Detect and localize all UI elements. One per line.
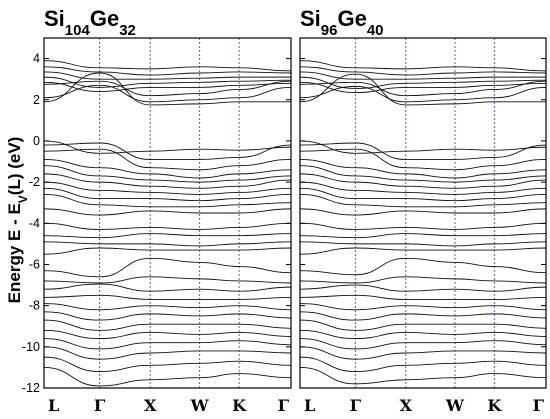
band-line	[43, 142, 292, 160]
band-line	[43, 148, 292, 171]
k-point-label: Γ	[278, 396, 290, 415]
band-line	[299, 356, 547, 372]
band-line	[43, 247, 292, 255]
k-point-label: W	[445, 396, 465, 415]
band-line	[299, 222, 547, 230]
y-tick-label: -8	[29, 299, 40, 313]
band-line	[43, 194, 292, 208]
band-panel-left: 4 2 0 -2 -4 -6 -8 -10 -12 L Γ X W K Γ	[22, 37, 292, 415]
band-line	[43, 60, 292, 72]
k-point-label: W	[190, 396, 210, 415]
band-line	[43, 72, 291, 106]
band-line	[299, 233, 547, 239]
band-line	[299, 329, 547, 340]
y-tick-label: 4	[33, 52, 40, 66]
band-line	[43, 80, 292, 97]
band-line	[299, 71, 546, 80]
band-line	[43, 173, 292, 189]
band-line	[43, 233, 292, 239]
band-line	[299, 81, 547, 94]
k-point-label: X	[400, 396, 413, 415]
k-point-label: Γ	[350, 396, 362, 415]
band-line	[43, 81, 292, 92]
k-point-label: Γ	[94, 396, 106, 415]
band-line	[299, 338, 547, 350]
band-line	[43, 165, 292, 183]
y-tick-label: -12	[22, 381, 40, 395]
band-line	[43, 140, 292, 154]
band-line	[299, 208, 547, 216]
y-tick-label: -4	[29, 216, 40, 230]
y-tick-label: 2	[33, 93, 40, 107]
band-line	[43, 71, 291, 80]
panel-title-left: Si104Ge32	[44, 6, 136, 39]
k-point-label: L	[304, 396, 315, 415]
band-line	[299, 173, 547, 189]
band-line	[299, 303, 547, 311]
y-axis-label: Energy E - EV(L) (eV)	[5, 137, 30, 304]
band-line	[299, 80, 547, 97]
band-line	[43, 311, 292, 321]
panel-title-right: Si96Ge40	[300, 6, 384, 39]
y-tick-label: -6	[29, 257, 40, 271]
band-line	[299, 165, 547, 183]
band-line	[299, 60, 547, 72]
k-point-label: K	[487, 396, 502, 415]
band-line	[299, 85, 547, 103]
y-tick-label: 0	[33, 134, 40, 148]
band-line	[43, 241, 292, 247]
band-line	[43, 187, 292, 202]
band-line	[43, 66, 292, 76]
band-line	[43, 181, 292, 195]
band-line	[299, 319, 547, 331]
band-line	[43, 159, 292, 179]
band-line	[43, 276, 292, 284]
panel-frame	[299, 37, 547, 389]
band-line	[299, 66, 547, 76]
band-line	[299, 159, 547, 179]
y-tick-label: -2	[29, 175, 40, 189]
band-line	[43, 294, 292, 300]
band-line	[299, 294, 547, 300]
band-line	[299, 187, 547, 202]
band-line	[299, 181, 547, 195]
band-line	[43, 356, 292, 372]
band-line	[43, 338, 292, 350]
band-line	[299, 140, 547, 154]
band-line	[43, 208, 292, 216]
band-line	[43, 319, 292, 331]
band-line	[43, 84, 292, 103]
band-line	[43, 303, 292, 311]
band-line	[299, 276, 547, 284]
band-line	[43, 222, 292, 230]
panel-frame	[43, 37, 292, 389]
band-line	[299, 366, 547, 385]
band-line	[43, 329, 292, 340]
band-line	[299, 247, 547, 255]
band-line	[299, 284, 547, 292]
band-line	[299, 148, 547, 171]
k-point-label: L	[48, 396, 59, 415]
band-line	[299, 194, 547, 208]
band-line	[299, 142, 547, 160]
k-point-label: X	[144, 396, 157, 415]
y-tick-label: -10	[22, 340, 40, 354]
k-point-label: K	[232, 396, 247, 415]
band-line	[43, 257, 292, 278]
band-line	[299, 346, 547, 360]
band-line	[43, 366, 292, 387]
band-line	[299, 311, 547, 321]
band-line	[299, 241, 547, 247]
band-line	[299, 73, 546, 106]
band-line	[299, 257, 547, 276]
k-point-label: Γ	[533, 396, 545, 415]
band-line	[43, 283, 292, 292]
band-line	[43, 346, 292, 360]
